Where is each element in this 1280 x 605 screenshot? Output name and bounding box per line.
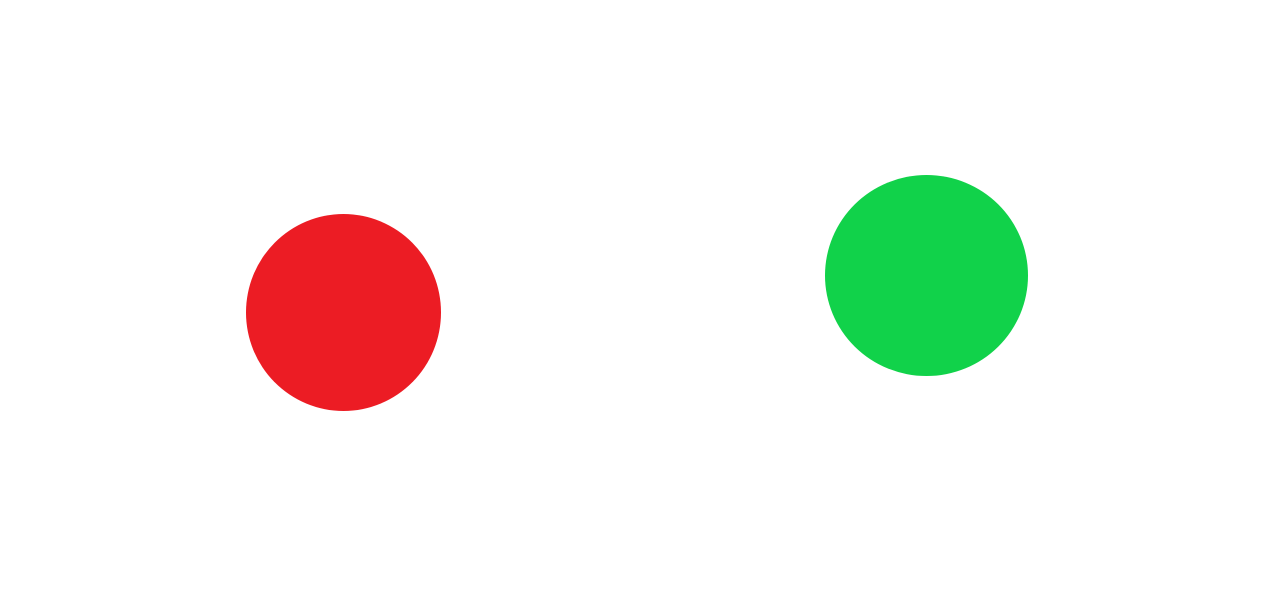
green-circle	[825, 175, 1028, 376]
red-circle	[246, 214, 441, 411]
